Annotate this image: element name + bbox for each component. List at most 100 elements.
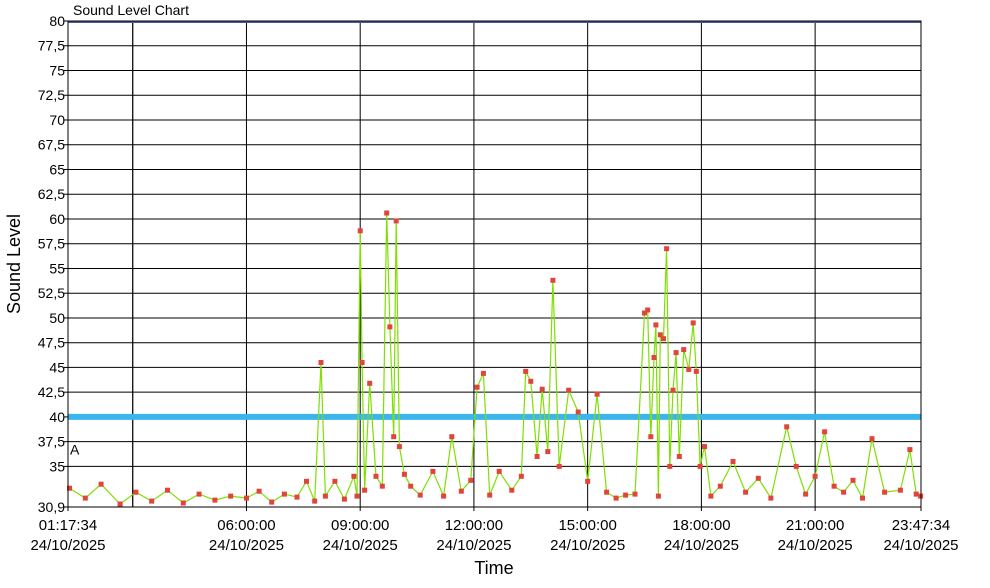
y-tick-label: 67,5 xyxy=(38,137,65,153)
series-point xyxy=(822,429,828,435)
series-point xyxy=(528,378,534,384)
series-point xyxy=(534,454,540,459)
series-point xyxy=(793,463,799,469)
series-point xyxy=(743,489,749,495)
series-point xyxy=(256,488,262,494)
series-point xyxy=(373,473,379,479)
y-axis: 80 77,5 75 72,5 70 67,5 65 62,5 60 57,5 55 52,5 50 47… xyxy=(38,13,68,515)
x-tick-date: 24/10/2025 xyxy=(883,537,958,554)
series-point xyxy=(613,495,619,501)
y-tick-label: 30,9 xyxy=(38,499,65,515)
series-point xyxy=(367,380,373,386)
y-tick-label: 65 xyxy=(49,161,65,177)
series-point xyxy=(417,492,423,498)
series-point xyxy=(496,468,502,474)
series-point xyxy=(487,492,493,498)
series-point xyxy=(594,391,600,397)
y-tick-label: 52,5 xyxy=(38,285,65,301)
series-point xyxy=(566,387,572,393)
series-point xyxy=(362,487,368,493)
x-tick-date: 24/10/2025 xyxy=(550,537,625,554)
series-point xyxy=(690,320,696,326)
series-point xyxy=(585,478,591,484)
series-point xyxy=(869,436,875,442)
series-point xyxy=(841,489,847,495)
series-point xyxy=(441,493,447,499)
y-tick-label: 72,5 xyxy=(38,87,65,103)
series-point xyxy=(539,386,545,392)
series-point xyxy=(387,324,393,330)
series-point xyxy=(133,489,139,495)
series-point xyxy=(67,485,72,491)
series-point xyxy=(393,218,399,224)
x-axis-label: Time xyxy=(474,558,513,578)
series-point xyxy=(180,500,186,506)
series-point xyxy=(550,277,556,283)
series-point xyxy=(82,495,88,501)
y-tick-label: 62,5 xyxy=(38,186,65,202)
series-point xyxy=(913,491,919,497)
series-point xyxy=(897,487,903,493)
series-point xyxy=(642,310,647,316)
series-point xyxy=(509,487,515,493)
series-point xyxy=(803,491,809,497)
series-point xyxy=(332,478,338,484)
series-point xyxy=(670,387,676,393)
series-point xyxy=(831,483,837,489)
series-point xyxy=(312,498,318,504)
series-point xyxy=(228,493,234,499)
series-point xyxy=(632,491,638,497)
series-point xyxy=(269,499,275,505)
series-point xyxy=(717,483,723,489)
series-point xyxy=(379,483,385,489)
x-tick-time: 21:00:00 xyxy=(786,517,844,534)
x-tick-date: 24/10/2025 xyxy=(323,537,398,554)
x-tick-date: 24/10/2025 xyxy=(436,537,511,554)
series-point xyxy=(518,473,524,479)
series-point xyxy=(294,494,300,500)
series-point xyxy=(354,493,360,499)
series-point xyxy=(768,495,774,501)
series-point xyxy=(396,444,402,450)
series-line xyxy=(69,212,921,505)
y-tick-label: 50 xyxy=(49,310,65,326)
x-tick-time: 18:00:00 xyxy=(672,517,730,534)
series-point xyxy=(212,497,218,503)
series-point xyxy=(165,487,170,493)
series-layer xyxy=(67,210,924,507)
series-point xyxy=(667,463,673,469)
series-point xyxy=(702,444,707,450)
x-tick-time: 01:17:34 xyxy=(39,517,97,534)
series-point xyxy=(357,228,363,234)
x-tick-date: 24/10/2025 xyxy=(30,537,105,554)
y-tick-label: 75 xyxy=(49,62,65,78)
series-point xyxy=(384,210,390,216)
series-point xyxy=(575,409,581,415)
series-point xyxy=(673,350,679,356)
series-point xyxy=(281,491,287,497)
series-point xyxy=(545,449,551,455)
series-point xyxy=(623,492,629,498)
series-point xyxy=(645,307,651,313)
series-point xyxy=(98,481,104,487)
y-axis-label: Sound Level xyxy=(4,214,24,314)
y-tick-label: 40 xyxy=(49,409,65,425)
y-tick-label: 70 xyxy=(49,112,65,128)
plot-frame xyxy=(67,20,922,508)
series-point xyxy=(648,434,654,440)
series-point xyxy=(697,463,703,469)
x-tick-date: 24/10/2025 xyxy=(778,537,853,554)
series-point xyxy=(458,488,464,494)
series-point xyxy=(341,496,347,502)
series-point xyxy=(322,493,328,499)
x-tick-date: 24/10/2025 xyxy=(209,537,284,554)
x-tick-time: 15:00:00 xyxy=(558,517,616,534)
series-point xyxy=(681,347,687,353)
series-point xyxy=(655,493,661,499)
y-tick-label: 60 xyxy=(49,211,65,227)
x-tick-time: 06:00:00 xyxy=(217,517,275,534)
x-tick-date: 24/10/2025 xyxy=(664,537,739,554)
series-point xyxy=(556,463,562,469)
y-tick-label: 47,5 xyxy=(38,335,65,351)
y-tick-label: 35 xyxy=(49,458,65,474)
